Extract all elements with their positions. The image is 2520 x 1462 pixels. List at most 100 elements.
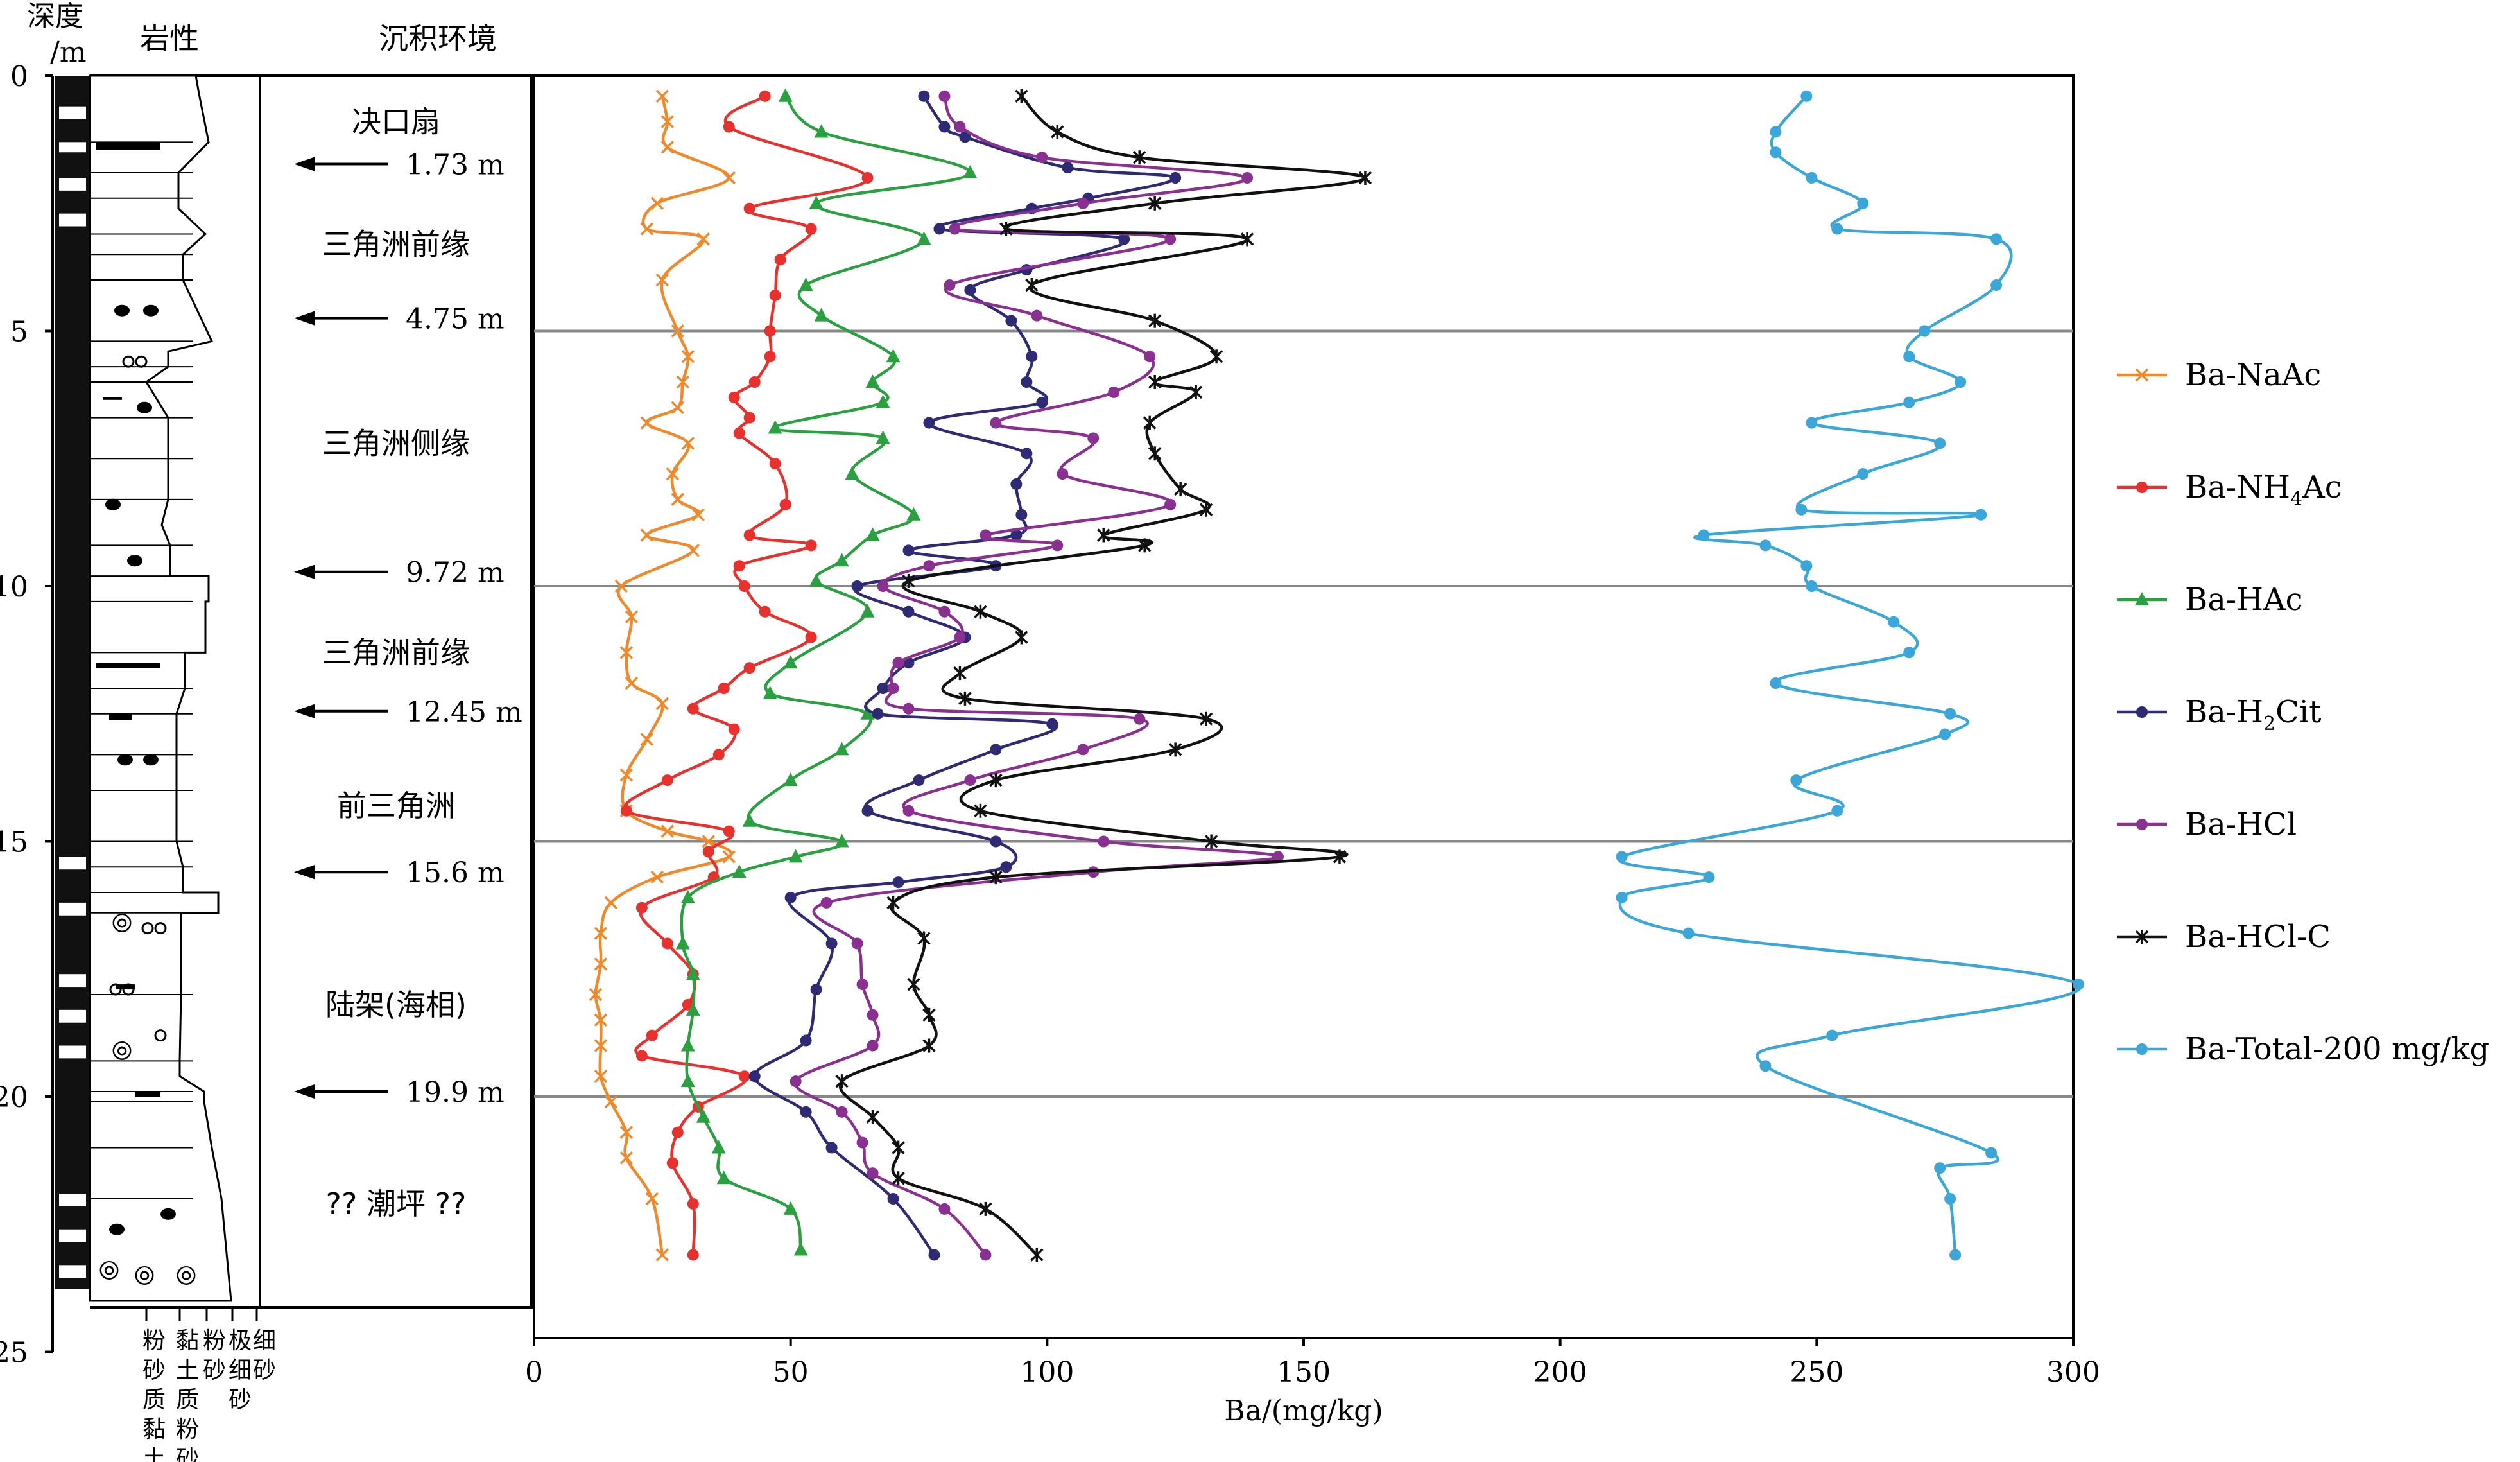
nodule-symbol [143,754,159,766]
grain-size-char: 细 [229,1357,252,1384]
series-ba-naac [589,89,736,1262]
data-point [1000,861,1012,873]
data-point [964,774,976,787]
boundary-markers: 1.73 m 4.75 m 9.72 m 12.45 m 15.6 m 19.9 m [294,149,522,1109]
data-point [743,412,755,424]
data-point [1199,502,1213,517]
legend-label: Ba-NH4Ac [2185,469,2342,510]
data-point [604,896,618,910]
data-point [1143,415,1157,430]
data-point [625,676,639,690]
data-point [953,666,967,681]
data-point [723,121,735,133]
data-point [1144,351,1156,363]
data-point [763,685,777,699]
data-point [1005,315,1017,327]
legend-swatch-marker [2136,482,2148,493]
data-point [635,1050,648,1062]
data-point [696,1109,711,1123]
data-point [974,803,987,818]
series-line [753,95,1177,1256]
depth-tick-label: 20 [0,1081,28,1114]
data-point [743,529,755,541]
data-point [1173,482,1187,496]
data-point [1015,630,1028,645]
boundary-label: 9.72 m [406,557,505,589]
series-ba-hcl-c [835,89,1372,1262]
data-point [999,222,1013,236]
data-point [1616,851,1628,863]
data-point [2072,979,2084,991]
core-gaps [59,106,86,1301]
environment-label: 决口扇 [352,105,440,139]
data-point [784,891,797,903]
data-point [1087,432,1100,444]
data-point [733,560,745,572]
core-gap [59,974,86,988]
data-point [1134,713,1146,725]
data-point [1903,647,1915,659]
data-point [902,605,915,618]
data-point [990,417,1002,429]
data-point [788,849,803,863]
data-point [1857,197,1869,209]
dark-lens [109,713,132,720]
data-point [892,876,904,889]
boundary-arrow-head [294,704,315,718]
data-point [625,610,639,623]
shell-symbol [154,922,167,935]
legend: Ba-NaAc Ba-NH4Ac Ba-HAc Ba-H2Cit Ba-HCl Ba-HC… [2117,357,2489,1067]
data-point [892,657,904,669]
grain-size-char: 砂 [203,1357,226,1384]
legend-swatch-marker [2136,706,2148,718]
data-point [779,498,791,510]
data-point [851,580,863,592]
data-point [711,1140,726,1154]
data-point [1137,538,1152,553]
data-point [1241,172,1254,184]
data-point [619,1126,634,1139]
data-point [1831,223,1843,235]
data-point [1939,728,1951,740]
grain-size-char: 粉 [142,1328,166,1354]
data-point [877,683,889,694]
data-point [666,467,680,481]
data-point [989,870,1003,885]
legend-swatch-marker [2135,592,2149,605]
shell-symbol [122,983,135,996]
data-point [902,574,915,589]
data-point [1358,171,1372,185]
grain-size-char: 极 [229,1328,252,1354]
data-point [1682,927,1695,939]
data-point [902,544,915,557]
data-point [743,202,755,214]
data-point [743,662,755,674]
core-gap [59,857,86,870]
gastropod-symbol: ⦾ [112,1036,132,1066]
core-gap [59,1229,86,1242]
data-point [1272,851,1284,863]
data-point [814,308,829,322]
data-point [825,937,838,950]
nodule-symbol [114,304,130,317]
data-point [1097,528,1110,543]
data-point [728,391,740,403]
data-point [696,232,711,246]
data-point [640,222,654,236]
series-line [1618,95,2082,1255]
data-point [856,1136,868,1149]
data-point [1015,89,1028,103]
data-point [589,988,603,1002]
data-point [620,805,632,817]
data-point [650,870,664,884]
data-point [834,833,849,848]
data-point [923,417,935,429]
data-point [1046,718,1058,730]
data-point [1806,172,1818,184]
data-point [619,768,634,782]
data-point [733,427,745,439]
gastropod-symbol: ⦾ [99,1256,119,1285]
data-point [594,1013,608,1027]
data-point [877,580,889,592]
